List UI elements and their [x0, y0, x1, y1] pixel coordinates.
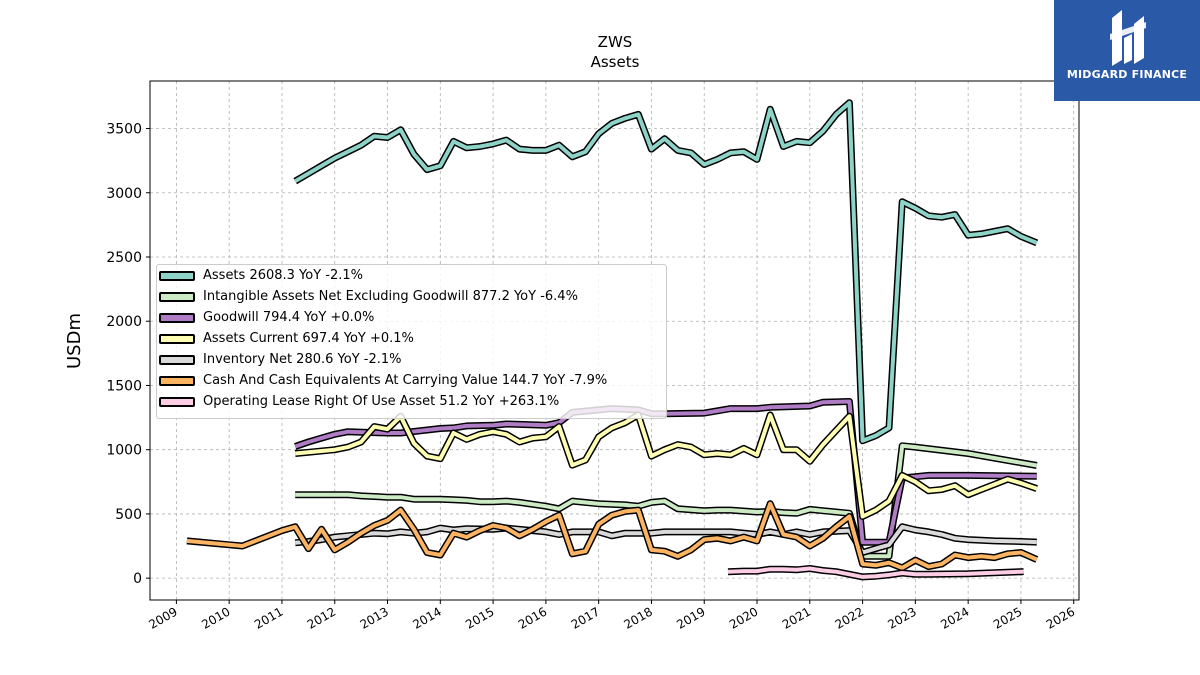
- x-tick-label: 2023: [885, 604, 918, 631]
- legend-label: Inventory Net 280.6 YoY -2.1%: [203, 352, 402, 367]
- series-line: [295, 524, 1037, 555]
- legend-label: Cash And Cash Equivalents At Carrying Va…: [203, 373, 608, 388]
- x-tick-label: 2021: [780, 604, 813, 631]
- x-tick-label: 2016: [516, 604, 549, 631]
- y-axis-label: USDm: [64, 313, 85, 369]
- legend-swatch: [159, 334, 195, 344]
- series-line: [295, 413, 1038, 519]
- legend-swatch: [159, 355, 195, 365]
- series-operating-lease-right-of-use-asset: [727, 565, 1025, 581]
- midgard-finance-logo: MIDGARD FINANCE: [1054, 0, 1200, 101]
- legend-swatch: [159, 397, 195, 407]
- x-tick-label: 2011: [252, 604, 285, 631]
- legend-item-cash: Cash And Cash Equivalents At Carrying Va…: [157, 372, 666, 392]
- series-line: [727, 566, 1024, 579]
- series-assets: [293, 99, 1039, 445]
- x-tick-label: 2026: [1044, 604, 1077, 631]
- x-tick-label: 2024: [938, 604, 971, 631]
- x-tick-label: 2020: [727, 604, 760, 631]
- x-tick-label: 2019: [674, 604, 707, 631]
- legend-swatch: [159, 271, 195, 281]
- plot-frame: [149, 80, 1080, 601]
- legend-item-inventory-net: Inventory Net 280.6 YoY -2.1%: [157, 351, 666, 371]
- series-assets-current: [294, 411, 1038, 520]
- legend-swatch: [159, 376, 195, 386]
- y-tick-label: 500: [115, 507, 142, 523]
- legend-label: Assets 2608.3 YoY -2.1%: [203, 268, 364, 283]
- legend-swatch: [159, 313, 195, 323]
- series-intangible-assets-net-excluding-goodwill: [295, 442, 1038, 560]
- y-tick-label: 0: [133, 571, 142, 587]
- x-tick-label: 2014: [410, 604, 443, 631]
- series-line: [186, 501, 1038, 570]
- y-tick-label: 3000: [106, 186, 142, 202]
- legend-label: Assets Current 697.4 YoY +0.1%: [203, 331, 414, 346]
- legend-item-goodwill: Goodwill 794.4 YoY +0.0%: [157, 309, 666, 329]
- series-cash-and-cash-equivalents-at-carrying-value: [186, 500, 1039, 572]
- y-tick-label: 1500: [106, 378, 142, 394]
- y-tick-label: 1000: [106, 443, 142, 459]
- legend-label: Intangible Assets Net Excluding Goodwill…: [203, 289, 578, 304]
- x-tick-label: 2018: [621, 604, 654, 631]
- x-tick-label: 2022: [833, 604, 866, 631]
- series-line: [294, 100, 1038, 443]
- chart-legend: Assets 2608.3 YoY -2.1% Intangible Asset…: [156, 264, 667, 419]
- legend-item-operating-lease: Operating Lease Right Of Use Asset 51.2 …: [157, 393, 666, 413]
- y-tick-label: 3500: [106, 122, 142, 138]
- logo-mark-icon: [1110, 10, 1146, 66]
- x-tick-label: 2025: [991, 604, 1024, 631]
- x-tick-label: 2010: [199, 604, 232, 631]
- x-tick-label: 2009: [146, 604, 179, 631]
- x-tick-label: 2015: [463, 604, 496, 631]
- legend-label: Goodwill 794.4 YoY +0.0%: [203, 310, 375, 325]
- y-axis: 0 500 1000 1500 2000 2500 3000 3500: [106, 122, 150, 587]
- chart-title: ZWS: [598, 33, 633, 51]
- legend-item-assets: Assets 2608.3 YoY -2.1%: [157, 267, 666, 287]
- legend-item-intangible-assets: Intangible Assets Net Excluding Goodwill…: [157, 288, 666, 308]
- series-inventory-net: [294, 523, 1037, 556]
- logo-text: MIDGARD FINANCE: [1066, 68, 1188, 81]
- x-tick-label: 2012: [305, 604, 338, 631]
- legend-item-assets-current: Assets Current 697.4 YoY +0.1%: [157, 330, 666, 350]
- x-tick-label: 2013: [358, 604, 391, 631]
- chart-subtitle: Assets: [591, 53, 640, 71]
- y-tick-label: 2000: [106, 314, 142, 330]
- x-tick-label: 2017: [569, 604, 602, 631]
- x-axis: 2009 2010 2011 2012 2013 2014 2015 2016 2017 2018…: [146, 600, 1077, 632]
- legend-label: Operating Lease Right Of Use Asset 51.2 …: [203, 394, 560, 409]
- y-tick-label: 2500: [106, 250, 142, 266]
- legend-swatch: [159, 292, 195, 302]
